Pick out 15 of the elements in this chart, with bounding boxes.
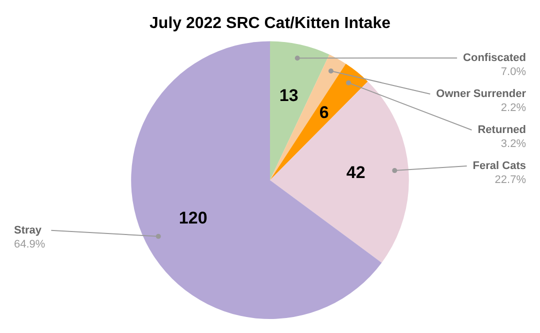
slice-label: Feral Cats bbox=[472, 160, 526, 172]
slice-label: Owner Surrender bbox=[436, 88, 527, 100]
data-label: 13 bbox=[279, 86, 298, 105]
slice-label: Returned bbox=[478, 124, 526, 136]
data-label: 42 bbox=[346, 163, 366, 182]
text: 3.2% bbox=[500, 138, 526, 150]
data-label: 120 bbox=[178, 208, 208, 228]
data-label: 6 bbox=[319, 102, 329, 122]
text: 7.0% bbox=[500, 66, 526, 78]
slice-label: Confiscated bbox=[463, 52, 526, 64]
text: 64.9% bbox=[14, 238, 46, 250]
text: 2.2% bbox=[500, 102, 526, 114]
slice-label: Stray bbox=[14, 224, 42, 236]
chart-title: July 2022 SRC Cat/Kitten Intake bbox=[150, 15, 391, 32]
text: 22.7% bbox=[494, 174, 526, 186]
